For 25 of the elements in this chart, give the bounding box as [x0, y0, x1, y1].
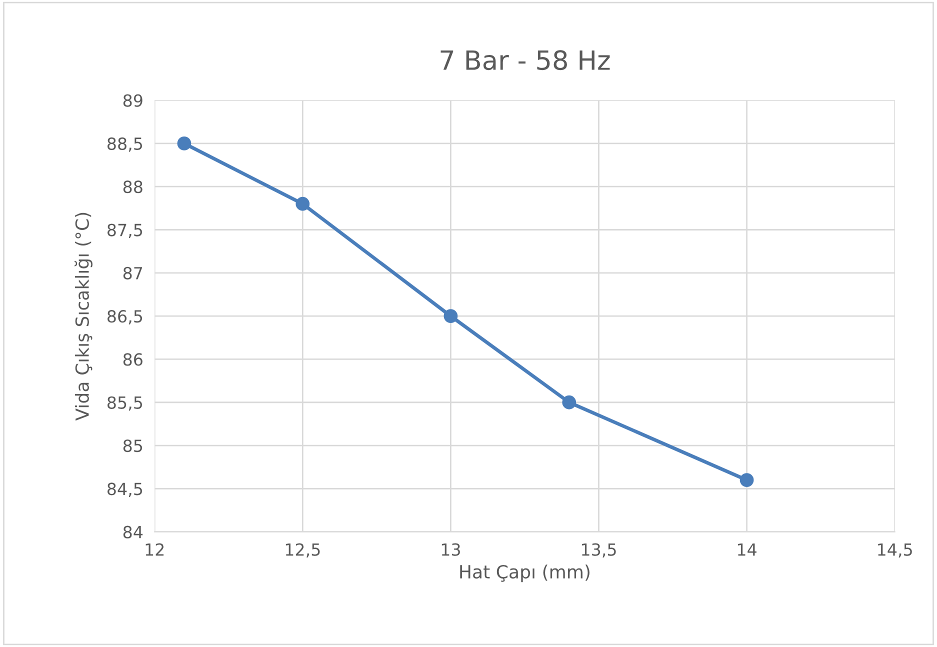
point — [562, 395, 576, 410]
y-tick-label: 88 — [123, 180, 142, 194]
y-tick-label: 87 — [123, 266, 142, 280]
y-tick-label: 86,5 — [108, 310, 142, 324]
chart-title: 7 Bar - 58 Hz — [440, 50, 610, 70]
y-tick-label: 86 — [123, 353, 142, 366]
x-tick-label: 12 — [146, 543, 164, 556]
x-axis-title: Hat Çapı (mm) — [460, 564, 590, 582]
y-tick-label: 88,5 — [108, 137, 142, 152]
y-tick-label: 84 — [123, 526, 143, 538]
y-tick-label: 87,5 — [108, 224, 142, 238]
point — [740, 473, 754, 487]
x-tick-label: 13 — [442, 543, 460, 556]
y-tick-label: 89 — [123, 94, 142, 107]
y-axis-title: Vida Çıkış Sıcaklığı (°C) — [74, 212, 92, 421]
point — [177, 136, 192, 150]
y-tick-label: 84,5 — [108, 482, 142, 497]
point — [444, 309, 458, 324]
x-tick-label: 14 — [738, 543, 756, 556]
x-tick-label: 14,5 — [878, 543, 912, 558]
point — [296, 196, 310, 211]
x-tick-label: 12,5 — [286, 543, 320, 558]
x-tick-label: 13,5 — [582, 543, 616, 558]
y-tick-label: 85,5 — [108, 396, 142, 411]
y-tick-label: 85 — [123, 439, 142, 452]
